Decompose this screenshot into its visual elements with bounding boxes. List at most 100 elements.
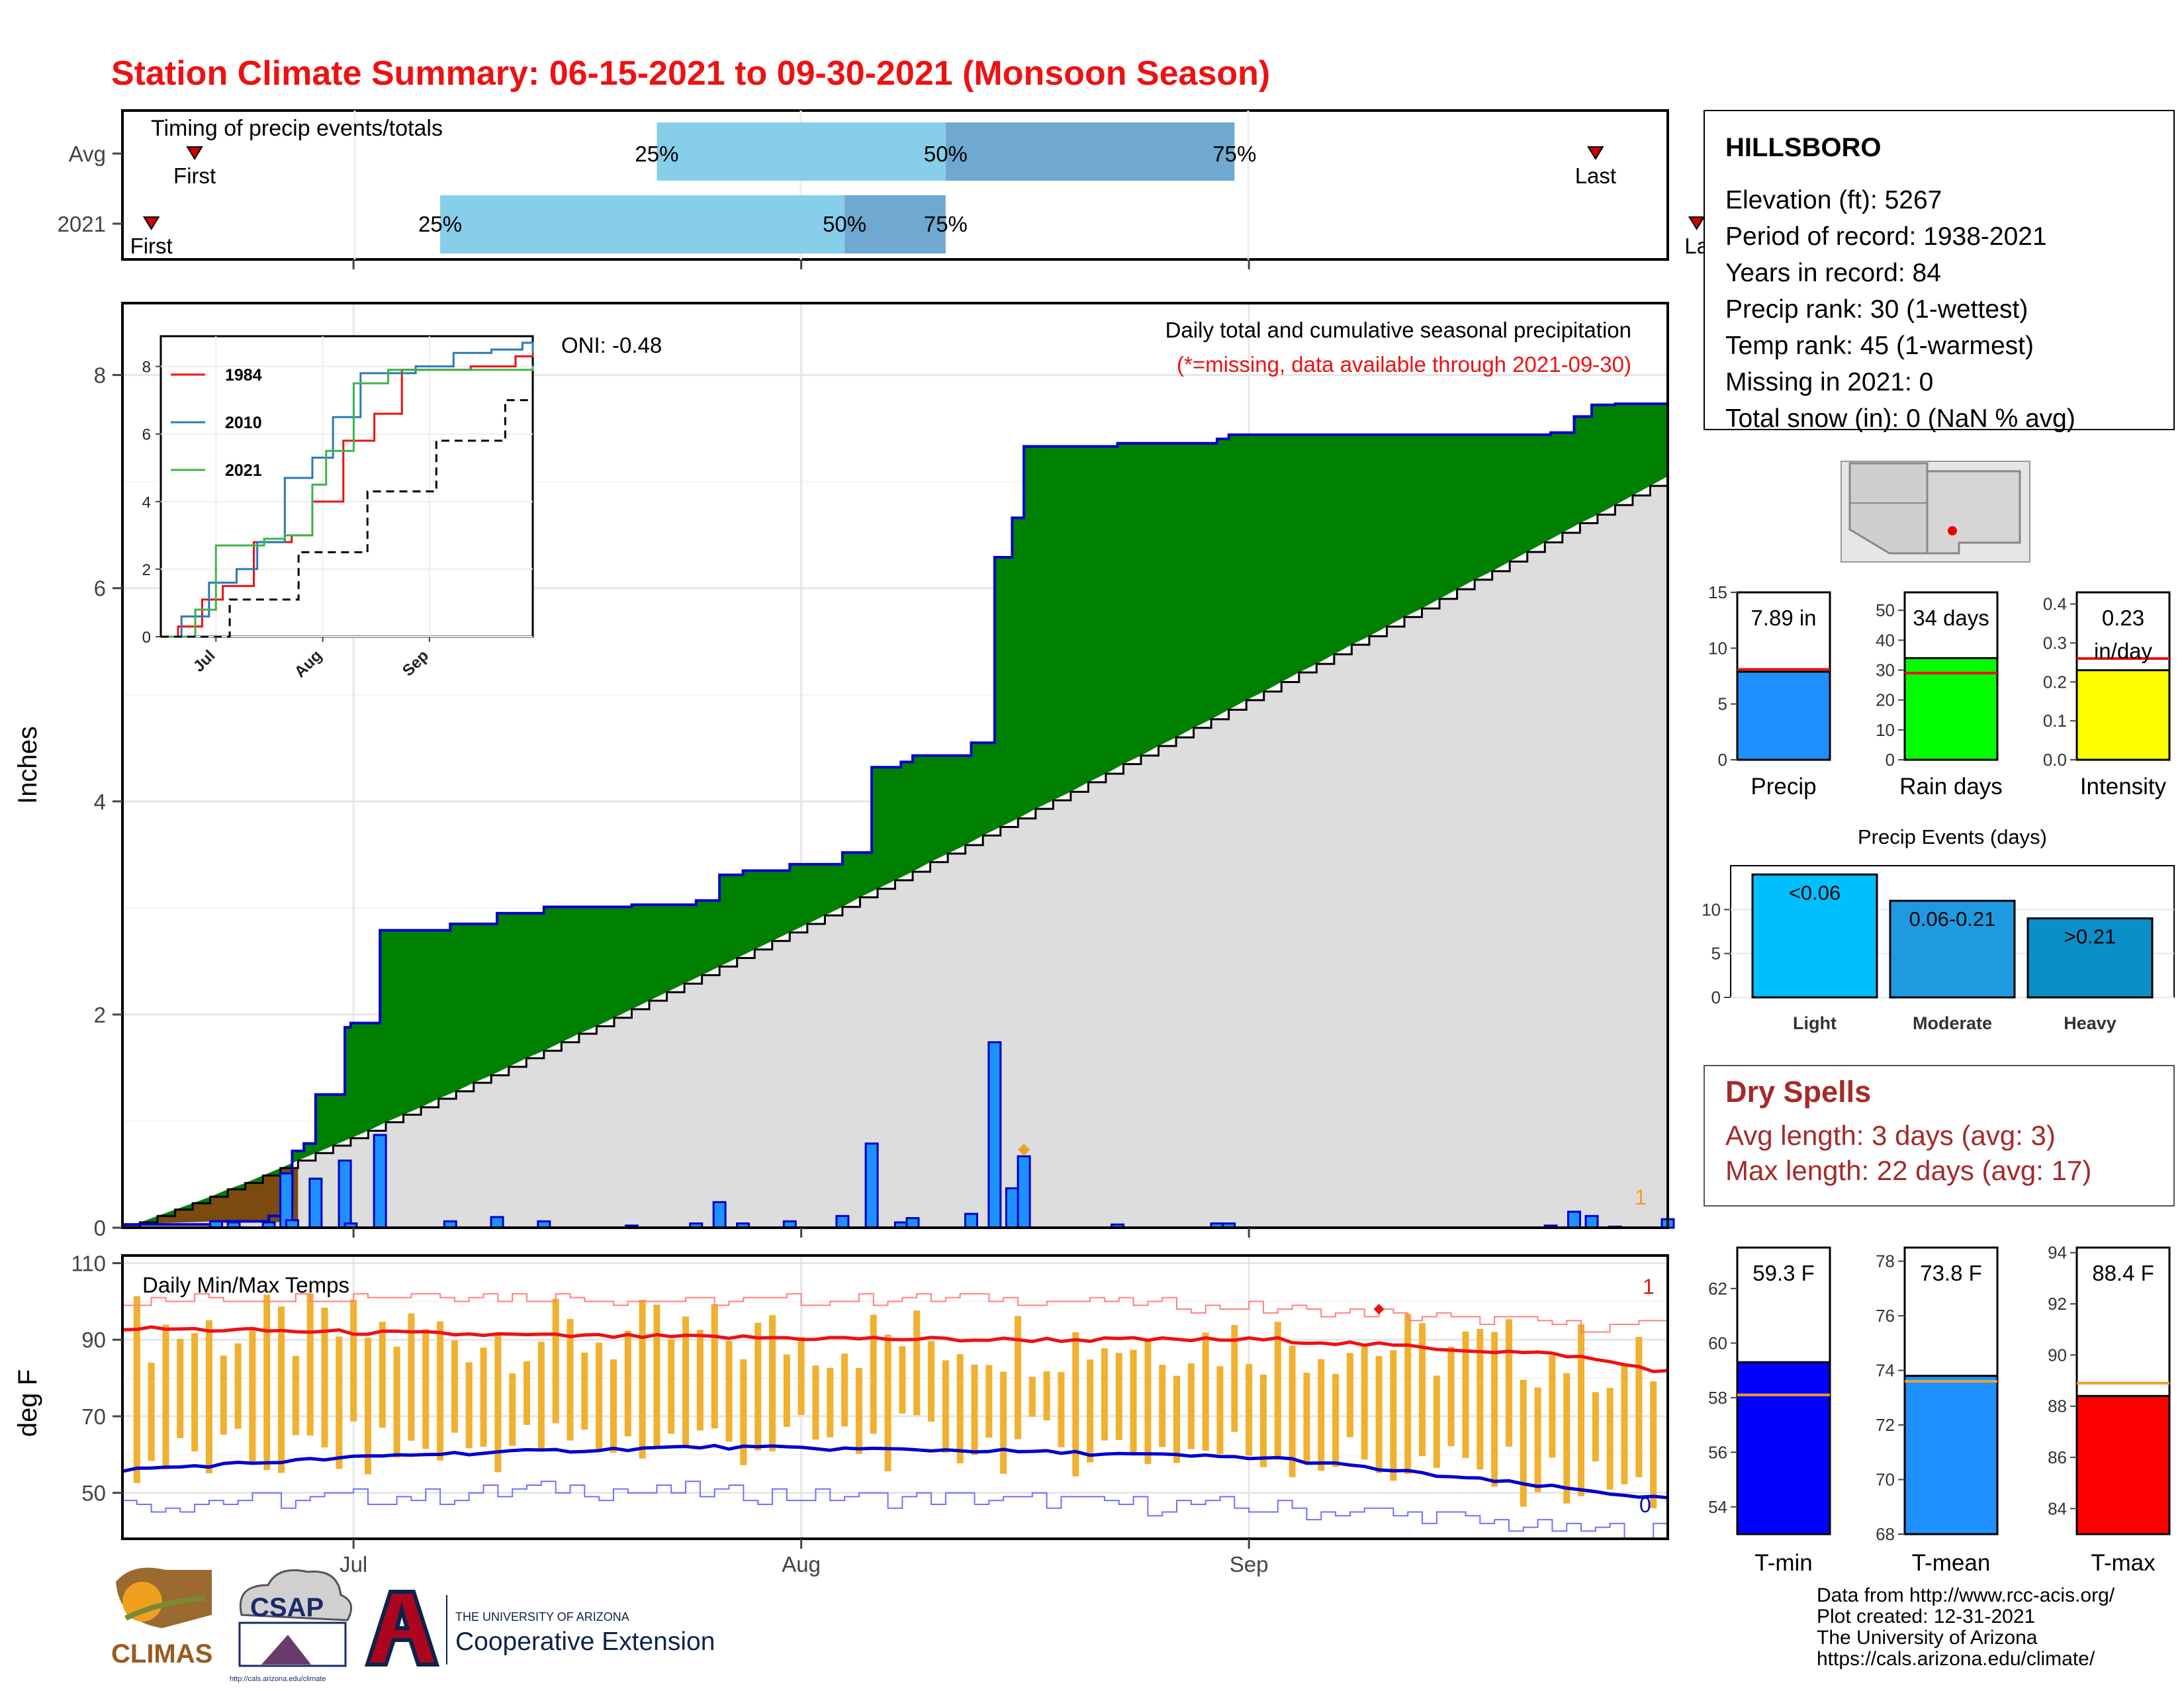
daily-temp-bar: [234, 1343, 242, 1429]
daily-temp-bar: [1216, 1366, 1224, 1455]
event-bar-moderate: [1889, 899, 2016, 999]
station-info-line: Total snow (in): 0 (NaN % avg): [1725, 404, 2075, 433]
inset-legend-label: 2010: [225, 414, 262, 432]
ua-line-2: Cooperative Extension: [455, 1627, 715, 1656]
daily-temp-bar: [133, 1296, 140, 1483]
daily-precip-bar: [1584, 1214, 1599, 1229]
station-info-line: Precip rank: 30 (1-wettest): [1725, 295, 2028, 324]
daily-temp-bar: [1231, 1324, 1238, 1432]
daily-temp-bar: [1246, 1363, 1253, 1456]
daily-temp-bar: [336, 1336, 343, 1469]
csap-logo-text: CSAP: [250, 1593, 324, 1622]
daily-temp-bar: [350, 1299, 357, 1422]
tmin-summary-tick-label: 56: [1708, 1442, 1727, 1462]
intensity-summary-tick-label: 0.1: [2043, 711, 2067, 731]
daily-temp-bar: [769, 1315, 776, 1451]
dry-spells-title: Dry Spells: [1725, 1075, 1871, 1109]
tmax-summary-bar: [2075, 1394, 2171, 1535]
daily-temp-bar: [408, 1313, 415, 1441]
month-tick-label: Sep: [1230, 1552, 1269, 1577]
intensity-summary-value-label: 0.23: [2102, 606, 2144, 630]
daily-temp-bar: [1635, 1336, 1643, 1477]
daily-precip-bar: [964, 1212, 978, 1229]
daily-temp-bar: [292, 1355, 299, 1436]
daily-precip-bar: [1567, 1211, 1581, 1229]
daily-temp-bar: [1650, 1381, 1657, 1508]
tmax-summary-tick-label: 88: [2048, 1396, 2067, 1416]
footer-lines: Data from http://www.rcc-acis.org/Plot c…: [1817, 1584, 2115, 1670]
daily-temp-bar: [148, 1362, 155, 1461]
oni-label: ONI: -0.48: [561, 333, 662, 357]
rain-days-summary-bar: [1903, 657, 1999, 761]
tmin-summary-tick-label: 58: [1708, 1388, 1727, 1408]
station-lines: Elevation (ft): 5267 Period of record: 19…: [1725, 186, 2075, 433]
events-tick-label: 0: [1711, 987, 1721, 1007]
daily-temp-bar: [379, 1322, 386, 1428]
daily-temp-bar: [884, 1334, 891, 1471]
inset-y-tick-label: 2: [142, 561, 151, 579]
daily-temp-bar: [1505, 1319, 1512, 1447]
daily-temp-bar: [1433, 1375, 1440, 1468]
intensity-summary-tick-label: 0.3: [2043, 633, 2067, 653]
temp-y-tick-label: 50: [81, 1481, 106, 1506]
daily-temp-bar: [812, 1365, 819, 1440]
rain-days-summary-tick-label: 40: [1876, 630, 1895, 650]
daily-temp-bar: [1477, 1328, 1484, 1470]
daily-temp-bar: [783, 1354, 790, 1427]
daily-temp-bar: [1462, 1331, 1469, 1458]
daily-temp-bar: [1072, 1332, 1079, 1477]
daily-temp-bar: [1549, 1355, 1556, 1458]
precip-y-ticks: 0 2 4 6 8: [94, 363, 122, 1240]
daily-temp-bar: [1274, 1322, 1281, 1460]
station-info-line: Period of record: 1938-2021: [1725, 222, 2047, 251]
station-location-marker: [1948, 526, 1957, 535]
intensity-summary-tick-label: 0.2: [2043, 672, 2067, 692]
tmean-summary-axis-label: T-mean: [1912, 1550, 1991, 1576]
daily-precip-bar: [835, 1214, 850, 1229]
timing-row-label: 2021: [58, 212, 106, 236]
timing-p50-label: 50%: [823, 212, 866, 236]
month-axis: Jul Aug Sep: [340, 259, 1269, 1577]
map-state-new-mexico: [1926, 470, 2021, 555]
timing-bar-50-75: [945, 122, 1235, 181]
daily-temp-bar: [1318, 1359, 1325, 1471]
daily-precip-bar: [490, 1216, 504, 1229]
inset-series-2021: [161, 366, 534, 638]
inset-y-tick-label: 0: [142, 629, 151, 647]
inset-series-2010: [161, 342, 534, 638]
daily-temp-bar: [711, 1304, 718, 1429]
station-info-line: Years in record: 84: [1725, 259, 1941, 287]
daily-temp-bar: [162, 1324, 169, 1470]
daily-temp-bar: [624, 1330, 631, 1437]
avg-max-temp-line: [122, 1325, 1668, 1373]
logo-csap: CSAP http://cals.arizona.edu/climate: [230, 1569, 353, 1683]
avg-min-temp-line: [122, 1443, 1668, 1500]
temp-y-axis-label: deg F: [13, 1369, 42, 1437]
first-event-marker: [142, 216, 160, 230]
cumulative-2021-line: [122, 385, 1669, 1226]
daily-temp-bar: [682, 1316, 690, 1447]
precip-y-tick-label: 6: [94, 576, 106, 601]
csap-cloud-icon: [239, 1569, 353, 1622]
timing-p75-label: 75%: [1212, 142, 1256, 166]
tmean-summary-tick-label: 78: [1876, 1252, 1895, 1271]
daily-temp-bar: [422, 1329, 430, 1449]
daily-temp-bar: [364, 1338, 371, 1475]
map-state-arizona: [1848, 462, 1929, 555]
precip-y-tick-label: 2: [94, 1003, 106, 1027]
last-event-marker: [1688, 216, 1706, 230]
daily-temp-bar: [1303, 1373, 1310, 1465]
tmin-summary-tick-label: 54: [1708, 1497, 1727, 1517]
daily-temp-bar: [841, 1353, 848, 1427]
timing-p50-label: 50%: [924, 142, 968, 166]
daily-temp-bar: [1159, 1365, 1166, 1447]
daily-temp-bar: [278, 1306, 285, 1473]
daily-temp-bar: [1101, 1348, 1108, 1441]
footer-line: The University of Arizona: [1817, 1627, 2038, 1649]
temp-panel-title: Daily Min/Max Temps: [142, 1273, 349, 1297]
tmax-summary-tick-label: 90: [2048, 1345, 2067, 1365]
daily-temp-bar: [1534, 1387, 1541, 1492]
daily-temp-bar: [1332, 1373, 1340, 1467]
